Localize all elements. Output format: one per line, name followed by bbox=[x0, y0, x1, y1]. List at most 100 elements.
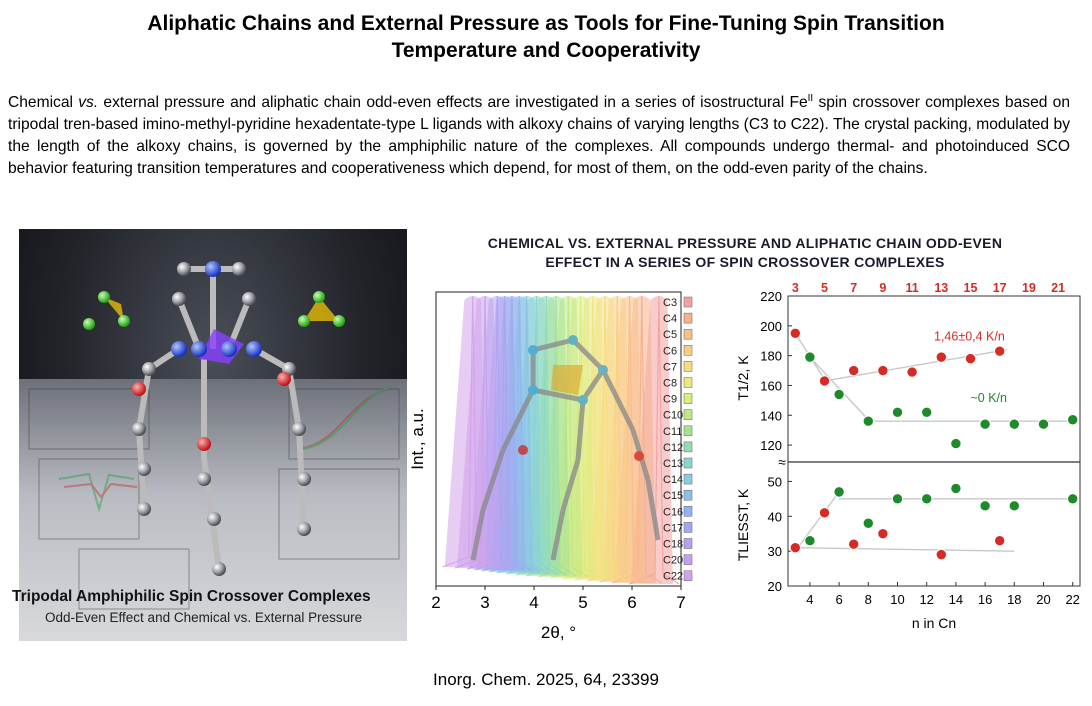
pxrd-legend-swatch-C4 bbox=[683, 312, 693, 324]
pxrd-molecule-atom-n bbox=[568, 335, 578, 345]
abstract-text-1: Chemical bbox=[8, 94, 79, 112]
t-liesst-point-odd bbox=[877, 528, 889, 540]
pxrd-molecule-bond bbox=[500, 388, 536, 452]
pxrd-legend-label-C13: C13 bbox=[663, 458, 683, 470]
x-tick-label: 6 bbox=[835, 592, 842, 607]
pxrd-molecule-bond bbox=[470, 509, 486, 561]
t-liesst-point-odd bbox=[789, 541, 802, 554]
pxrd-legend-swatch-C11 bbox=[683, 425, 693, 437]
cover-title: Tripodal Amphiphilic Spin Crossover Comp… bbox=[12, 588, 371, 605]
pxrd-legend-swatch-C17 bbox=[683, 522, 693, 533]
top-odd-tick-label: 3 bbox=[792, 281, 799, 295]
abstract-text-3: spin crossover complexes based on tripod… bbox=[8, 94, 1071, 178]
t-liesst-point-even bbox=[950, 482, 962, 495]
t-half-ytick-label: 120 bbox=[760, 438, 782, 453]
pxrd-legend-label-C5: C5 bbox=[663, 329, 677, 341]
pxrd-molecule-bond bbox=[600, 368, 636, 432]
citation: Inorg. Chem. 2025, 64, 23399 bbox=[433, 670, 659, 689]
top-odd-tick-label: 17 bbox=[993, 281, 1007, 295]
t-liesst-point-even bbox=[891, 493, 904, 505]
x-axis-label: n in Cn bbox=[912, 615, 956, 631]
cover-image bbox=[19, 229, 407, 641]
pxrd-molecule-overlay bbox=[470, 335, 661, 561]
figure-title: CHEMICAL VS. EXTERNAL PRESSURE AND ALIPH… bbox=[430, 234, 1060, 272]
t-half-annotation-odd: 1,46±0,4 K/n bbox=[934, 330, 1005, 344]
pxrd-xtick-label: 5 bbox=[578, 593, 587, 612]
top-odd-tick-label: 9 bbox=[879, 281, 886, 295]
figure-title-line2: EFFECT IN A SERIES OF SPIN CROSSOVER COM… bbox=[545, 254, 945, 270]
pxrd-molecule-bond bbox=[571, 338, 605, 372]
t-liesst-point-odd bbox=[818, 507, 831, 519]
pxrd-legend-label-C18: C18 bbox=[663, 539, 683, 551]
pxrd-xtick-label: 4 bbox=[529, 593, 538, 612]
pxrd-legend-label-C9: C9 bbox=[663, 394, 677, 406]
paper-title-line1: Aliphatic Chains and External Pressure a… bbox=[147, 12, 945, 35]
abstract-superscript: II bbox=[807, 93, 814, 104]
x-tick-label: 10 bbox=[890, 592, 904, 607]
pxrd-molecule-atom-n bbox=[528, 385, 538, 395]
pxrd-xtick-label: 2 bbox=[431, 593, 440, 612]
pxrd-legend-label-C4: C4 bbox=[663, 313, 677, 325]
t-half-point-even bbox=[804, 351, 816, 363]
x-tick-label: 16 bbox=[978, 592, 992, 607]
pxrd-legend-swatch-C10 bbox=[683, 409, 693, 420]
top-odd-tick-label: 7 bbox=[850, 281, 857, 295]
top-odd-tick-label: 13 bbox=[934, 281, 948, 295]
t-half-point-odd bbox=[906, 366, 918, 378]
top-odd-tick-label: 11 bbox=[905, 281, 918, 295]
pxrd-legend-label-C17: C17 bbox=[663, 522, 683, 534]
t-half-ytick-label: 160 bbox=[760, 378, 782, 393]
t-liesst-point-odd bbox=[848, 538, 860, 550]
t-half-ylabel: T1/2, K bbox=[735, 355, 751, 401]
top-odd-tick-label: 21 bbox=[1051, 281, 1065, 295]
t-half-ytick-label: 140 bbox=[760, 408, 782, 423]
cover-molecule-illustration bbox=[28, 261, 400, 610]
t-liesst-point-even bbox=[833, 486, 845, 498]
t-half-point-odd bbox=[877, 364, 889, 377]
t-half-point-odd bbox=[964, 352, 977, 365]
pxrd-molecule-atom-o bbox=[634, 451, 644, 461]
t-liesst-point-even bbox=[1067, 493, 1079, 505]
pxrd-legend-swatch-C16 bbox=[683, 506, 693, 517]
top-odd-tick-label: 15 bbox=[964, 281, 978, 295]
t-half-point-even bbox=[891, 406, 904, 418]
x-tick-label: 12 bbox=[919, 592, 933, 607]
top-odd-tick-label: 5 bbox=[821, 281, 828, 295]
pxrd-molecule-atom-n bbox=[578, 395, 588, 405]
pxrd-peak-C22 bbox=[442, 295, 494, 568]
pxrd-legend-label-C22: C22 bbox=[663, 571, 683, 583]
pxrd-legend-swatch-C15 bbox=[683, 489, 693, 501]
pxrd-legend-label-C16: C16 bbox=[663, 506, 683, 518]
pxrd-legend-swatch-C7 bbox=[683, 361, 693, 372]
pxrd-legend-label-C6: C6 bbox=[663, 345, 677, 357]
t-liesst-ytick-label: 30 bbox=[768, 544, 782, 559]
pxrd-molecule-bond bbox=[550, 509, 566, 561]
pxrd-molecule-bond bbox=[575, 399, 586, 461]
t-liesst-point-odd bbox=[994, 534, 1006, 547]
t-liesst-point-even bbox=[921, 493, 933, 505]
pxrd-molecule-bond bbox=[580, 368, 606, 402]
pxrd-xtick-label: 7 bbox=[676, 593, 685, 612]
t-liesst-ytick-label: 40 bbox=[768, 509, 782, 524]
pxrd-legend-label-C14: C14 bbox=[663, 474, 683, 486]
pxrd-legend-swatch-C13 bbox=[683, 457, 693, 469]
pxrd-molecule-bond bbox=[532, 337, 574, 353]
t-half-ytick-label: 180 bbox=[760, 349, 782, 364]
transition-temperature-chart: ≈3 5 7 9 11 13 15 17 19 21 120 140 160 180 200 220 20 30 4… bbox=[735, 281, 1081, 631]
pxrd-molecule-bond bbox=[480, 449, 506, 511]
x-tick-label: 8 bbox=[865, 592, 872, 607]
abstract: Chemical vs. external pressure and aliph… bbox=[8, 88, 1070, 180]
pxrd-legend-swatch-C18 bbox=[683, 538, 693, 549]
t-liesst-point-even bbox=[804, 534, 816, 547]
t-half-point-even bbox=[1037, 418, 1050, 430]
abstract-vs: vs. bbox=[78, 94, 99, 112]
pxrd-molecule-bond bbox=[560, 459, 581, 511]
t-half-point-even bbox=[921, 406, 933, 418]
t-liesst-point-odd bbox=[935, 548, 948, 561]
t-half-point-even bbox=[1008, 418, 1020, 430]
fit-line bbox=[809, 356, 869, 421]
pxrd-legend-swatch-C3 bbox=[683, 296, 693, 308]
t-liesst-point-even bbox=[979, 500, 991, 512]
t-half-point-odd bbox=[994, 345, 1006, 357]
cover-subtitle: Odd-Even Effect and Chemical vs. Externa… bbox=[45, 610, 363, 625]
